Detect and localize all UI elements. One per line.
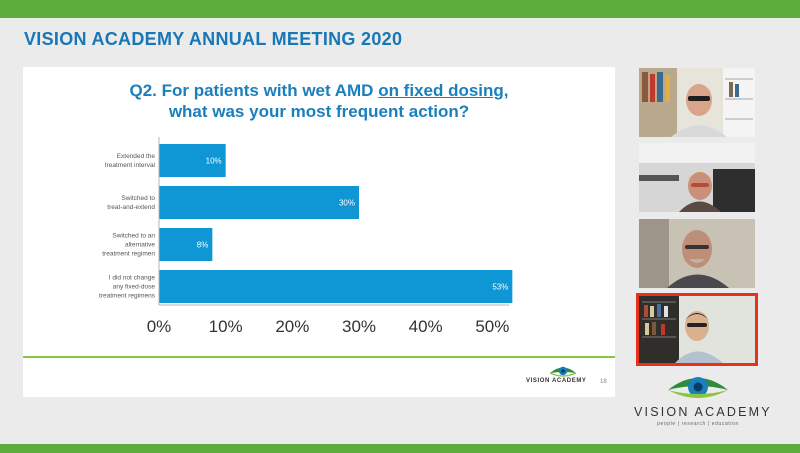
bar-data-label: 10% [206, 157, 222, 166]
brand-tagline: people | research | education [657, 421, 739, 427]
participant-1-video [639, 68, 755, 137]
category-label: I did not change any fixed-dose treatment … [99, 275, 156, 300]
chart-bar [159, 186, 359, 219]
meeting-title: VISION ACADEMY ANNUAL MEETING 2020 [24, 29, 403, 49]
participant-video-tile[interactable] [639, 219, 755, 288]
bar-data-label: 30% [339, 199, 355, 208]
bottom-frame-bar [0, 444, 800, 453]
x-tick-label: 10% [209, 317, 243, 336]
brand-name: VISION ACADEMY [634, 405, 772, 419]
question-line-1-prefix: Q2. For patients with wet AMD [129, 81, 379, 100]
shared-slide: Q2. For patients with wet AMD on fixed d… [23, 67, 615, 397]
x-tick-label: 30% [342, 317, 376, 336]
category-label: Extended the treatment interval [105, 153, 156, 169]
chart-bar [159, 270, 513, 303]
x-tick-label: 20% [275, 317, 309, 336]
participant-video-tile[interactable] [639, 68, 755, 137]
category-label: Switched to an alternative treatment regim… [102, 233, 155, 258]
x-tick-label: 40% [409, 317, 443, 336]
active-speaker-video-tile[interactable] [636, 293, 758, 366]
x-tick-label: 50% [475, 317, 509, 336]
x-tick-label: 0% [147, 317, 172, 336]
slide-logo-eye-icon [549, 366, 577, 377]
bar-chart: 10% Extended the treatment interval 30% Swit… [99, 137, 513, 336]
question-underlined-text: on fixed dosing [378, 81, 504, 100]
category-label: Switched to treat-and-extend [107, 195, 155, 211]
bar-data-label: 8% [197, 241, 209, 250]
participant-4-video [639, 296, 755, 363]
chart-bar [159, 228, 213, 261]
slide-number: 18 [600, 379, 607, 385]
question-line-2: what was your most frequent action? [168, 102, 470, 121]
slide-question: Q2. For patients with wet AMD on fixed d… [23, 80, 615, 122]
top-frame-bar [0, 0, 800, 18]
chart-bar [159, 144, 226, 177]
slide-footer-line [23, 356, 615, 358]
participant-2-video [639, 143, 755, 212]
participant-video-tile[interactable] [639, 143, 755, 212]
bar-data-label: 53% [492, 283, 508, 292]
question-line-1-suffix: , [503, 81, 509, 100]
participant-3-video [639, 219, 755, 288]
vision-academy-eye-icon [668, 377, 728, 398]
question-line-1: Q2. For patients with wet AMD on fixed d… [23, 80, 615, 101]
slide-logo-text: VISION ACADEMY [526, 378, 587, 384]
